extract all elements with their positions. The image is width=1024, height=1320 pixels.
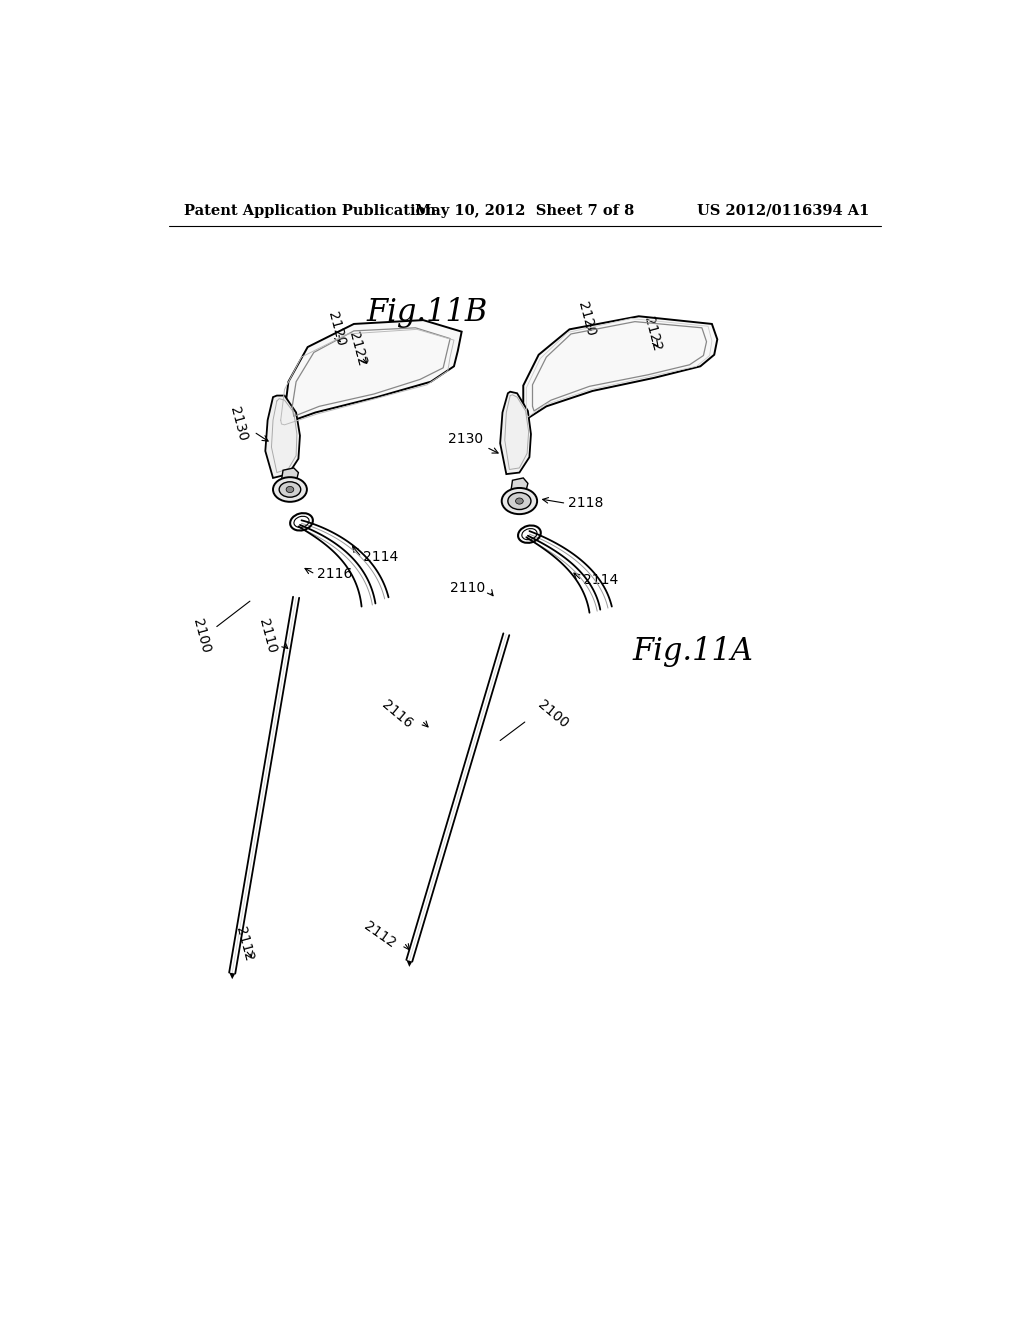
Ellipse shape	[273, 477, 307, 502]
Ellipse shape	[280, 482, 301, 498]
Text: 2112: 2112	[361, 919, 398, 950]
Text: 2130: 2130	[227, 405, 250, 442]
Ellipse shape	[508, 492, 531, 510]
Text: 2114: 2114	[584, 573, 618, 587]
Polygon shape	[407, 960, 413, 966]
Polygon shape	[500, 392, 531, 474]
Text: 2100: 2100	[535, 698, 570, 731]
Text: 2120: 2120	[575, 300, 598, 338]
Polygon shape	[523, 317, 717, 420]
Text: 2122: 2122	[641, 315, 664, 352]
Text: 2110: 2110	[256, 616, 279, 655]
Polygon shape	[229, 973, 236, 979]
Text: Fig.11B: Fig.11B	[367, 297, 487, 327]
Text: 2100: 2100	[190, 616, 213, 655]
Ellipse shape	[502, 488, 538, 515]
Text: 2130: 2130	[449, 433, 483, 446]
Text: 2116: 2116	[316, 568, 352, 581]
Text: 2122: 2122	[346, 330, 369, 368]
Polygon shape	[265, 396, 300, 478]
Text: Fig.11A: Fig.11A	[632, 636, 753, 667]
Polygon shape	[511, 478, 528, 494]
Text: 2112: 2112	[233, 925, 256, 962]
Ellipse shape	[286, 486, 294, 492]
Text: 2114: 2114	[364, 550, 398, 564]
Text: 2110: 2110	[450, 581, 484, 595]
Text: 2120: 2120	[325, 310, 347, 348]
Polygon shape	[282, 321, 462, 424]
Ellipse shape	[515, 498, 523, 504]
Text: 2116: 2116	[379, 697, 416, 731]
Text: May 10, 2012  Sheet 7 of 8: May 10, 2012 Sheet 7 of 8	[415, 203, 635, 218]
Text: 2118: 2118	[568, 496, 603, 511]
Text: Patent Application Publication: Patent Application Publication	[184, 203, 436, 218]
Text: US 2012/0116394 A1: US 2012/0116394 A1	[697, 203, 869, 218]
Polygon shape	[282, 469, 298, 483]
